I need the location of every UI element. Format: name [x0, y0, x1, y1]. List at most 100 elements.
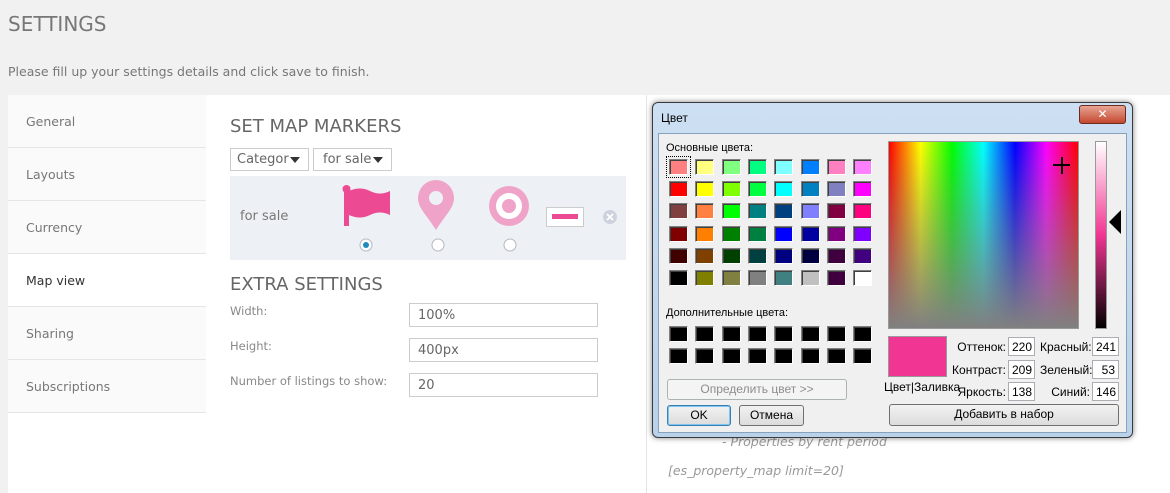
- color-swatch[interactable]: [853, 181, 873, 198]
- sidebar-label: Sharing: [26, 326, 74, 341]
- custom-swatch[interactable]: [747, 326, 767, 342]
- define-button[interactable]: Определить цвет >>: [667, 379, 847, 400]
- status-dropdown[interactable]: for sale: [313, 148, 392, 171]
- color-swatch[interactable]: [747, 270, 767, 286]
- sidebar-item[interactable]: [8, 95, 206, 148]
- sidebar-item[interactable]: [8, 254, 206, 307]
- color-swatch[interactable]: [853, 159, 873, 175]
- color-swatch[interactable]: [721, 247, 741, 264]
- color-swatch[interactable]: [721, 203, 741, 220]
- section-label: Основные цвета:: [666, 142, 754, 154]
- color-swatch[interactable]: [800, 159, 820, 175]
- color-swatch[interactable]: [774, 159, 794, 175]
- color-swatch[interactable]: [853, 247, 873, 264]
- color-swatch[interactable]: [800, 270, 820, 286]
- color-swatch[interactable]: [853, 203, 873, 220]
- text-input[interactable]: 400px: [409, 338, 598, 362]
- luminance-bar[interactable]: [1095, 141, 1107, 329]
- color-swatch[interactable]: [826, 225, 846, 242]
- custom-swatch[interactable]: [800, 348, 820, 364]
- number-input[interactable]: 138: [1008, 382, 1035, 401]
- custom-swatch[interactable]: [774, 326, 794, 342]
- custom-swatch[interactable]: [774, 348, 794, 364]
- color-swatch[interactable]: [695, 203, 715, 220]
- color-swatch[interactable]: [826, 159, 846, 175]
- ok-button[interactable]: OK: [667, 405, 731, 426]
- number-input[interactable]: 241: [1092, 337, 1119, 356]
- custom-swatch[interactable]: [826, 326, 846, 342]
- color-swatch[interactable]: [826, 203, 846, 220]
- field-label: Width:: [230, 304, 268, 318]
- color-swatch[interactable]: [721, 181, 741, 198]
- color-swatch[interactable]: [774, 270, 794, 286]
- number-input[interactable]: 53: [1092, 359, 1119, 379]
- sidebar-label: Layouts: [26, 167, 76, 182]
- field-label: Оттенок:: [957, 340, 1006, 354]
- color-swatch[interactable]: [669, 247, 688, 264]
- field-label: Height:: [230, 339, 272, 353]
- add-button[interactable]: Добавить в набор: [889, 404, 1119, 426]
- color-swatch[interactable]: [666, 156, 691, 178]
- color-swatch[interactable]: [721, 270, 741, 286]
- text-input[interactable]: 20: [409, 373, 598, 397]
- color-swatch[interactable]: [747, 203, 767, 220]
- custom-swatch[interactable]: [695, 326, 715, 342]
- sidebar-item[interactable]: [8, 360, 206, 413]
- number-input[interactable]: 220: [1008, 337, 1035, 356]
- sidebar-item[interactable]: [8, 148, 206, 201]
- custom-swatch[interactable]: [669, 326, 688, 342]
- cancel-button[interactable]: Отмена: [739, 405, 804, 426]
- color-swatch[interactable]: [774, 247, 794, 264]
- sidebar-item[interactable]: [8, 201, 206, 254]
- close-button[interactable]: ✕: [1079, 105, 1126, 124]
- color-swatch[interactable]: [826, 247, 846, 264]
- color-swatch[interactable]: [800, 225, 820, 242]
- color-swatch[interactable]: [826, 270, 846, 286]
- color-swatch[interactable]: [774, 203, 794, 220]
- custom-swatch[interactable]: [800, 326, 820, 342]
- color-swatch[interactable]: [695, 247, 715, 264]
- color-swatch[interactable]: [747, 159, 767, 175]
- custom-swatch[interactable]: [721, 326, 741, 342]
- color-swatch[interactable]: [695, 159, 715, 175]
- number-input[interactable]: 146: [1092, 382, 1119, 401]
- radio[interactable]: [431, 238, 445, 252]
- color-swatch[interactable]: [800, 203, 820, 220]
- color-swatch[interactable]: [800, 181, 820, 198]
- custom-swatch[interactable]: [747, 348, 767, 364]
- color-spectrum[interactable]: [888, 141, 1079, 329]
- color-swatch[interactable]: [695, 225, 715, 242]
- number-input[interactable]: 209: [1008, 359, 1035, 379]
- color-swatch[interactable]: [721, 159, 741, 175]
- custom-swatch[interactable]: [853, 348, 873, 364]
- color-swatch[interactable]: [695, 270, 715, 286]
- custom-swatch[interactable]: [826, 348, 846, 364]
- color-swatch[interactable]: [747, 181, 767, 198]
- target-dot: [502, 199, 516, 213]
- color-swatch[interactable]: [774, 181, 794, 198]
- dropdown-text: for sale: [323, 152, 372, 167]
- color-swatch[interactable]: [695, 181, 715, 198]
- custom-swatch[interactable]: [853, 326, 873, 342]
- page-subtitle: Please fill up your settings details and…: [8, 64, 370, 79]
- color-swatch[interactable]: [747, 225, 767, 242]
- text-input[interactable]: 100%: [409, 303, 598, 327]
- custom-swatch[interactable]: [695, 348, 715, 364]
- color-swatch[interactable]: [800, 247, 820, 264]
- radio[interactable]: [503, 238, 517, 252]
- category-dropdown[interactable]: Categor: [230, 148, 309, 171]
- sidebar-item[interactable]: [8, 307, 206, 360]
- color-swatch[interactable]: [669, 270, 688, 286]
- color-swatch[interactable]: [826, 181, 846, 198]
- custom-swatch[interactable]: [721, 348, 741, 364]
- color-swatch[interactable]: [853, 225, 873, 242]
- color-swatch[interactable]: [721, 225, 741, 242]
- color-swatch[interactable]: [853, 270, 873, 286]
- custom-swatch[interactable]: [669, 348, 688, 364]
- color-swatch[interactable]: [669, 203, 688, 220]
- color-swatch[interactable]: [747, 247, 767, 264]
- color-swatch[interactable]: [669, 225, 688, 242]
- color-swatch[interactable]: [774, 225, 794, 242]
- color-swatch[interactable]: [669, 181, 688, 198]
- flag: [349, 188, 390, 218]
